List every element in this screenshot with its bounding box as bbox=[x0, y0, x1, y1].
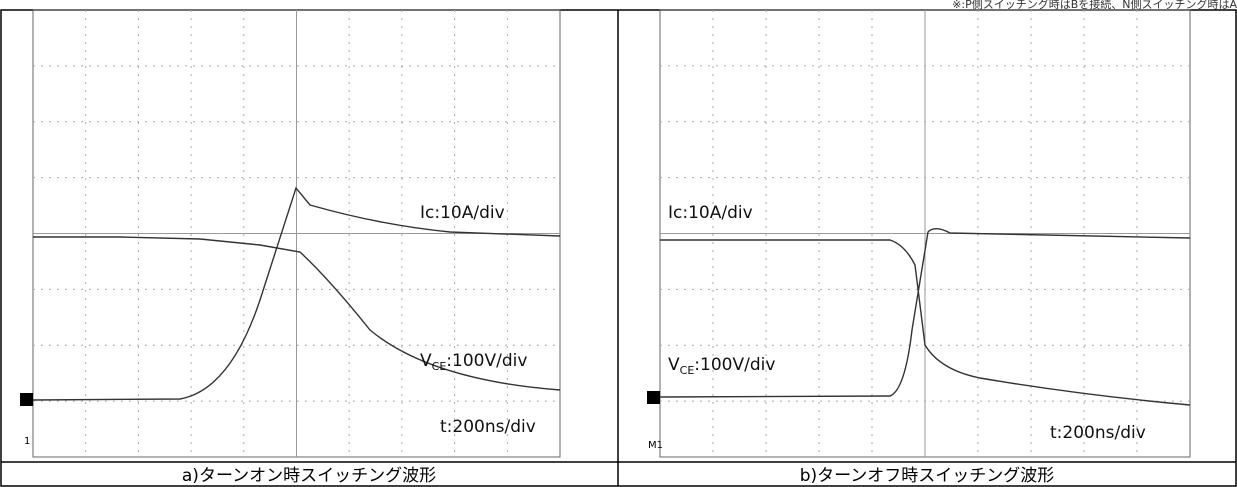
caption: b)ターンオフ時スイッチング波形 bbox=[800, 466, 1055, 486]
current-label: Ic:10A/div bbox=[420, 203, 505, 223]
marker bbox=[20, 393, 33, 406]
channel-marker: 1 bbox=[24, 436, 30, 447]
marker bbox=[647, 391, 660, 404]
voltage-label: VCE:100V/div bbox=[420, 351, 527, 373]
voltage-label: VCE:100V/div bbox=[668, 355, 775, 377]
current-label: Ic:10A/div bbox=[668, 203, 753, 223]
time-label: t:200ns/div bbox=[1050, 423, 1146, 443]
scope-a: 1 Ic:10A/div VCE:100V/div t:200ns/div a)… bbox=[20, 10, 560, 486]
scope-b: M1 Ic:10A/div VCE:100V/div t:200ns/div b… bbox=[647, 10, 1190, 486]
time-label: t:200ns/div bbox=[440, 417, 536, 437]
channel-marker: M1 bbox=[648, 440, 663, 451]
figure: ※:P側スイッチング時はBを接続、N側スイッチング時はA 1 Ic:10A/di… bbox=[0, 0, 1237, 487]
caption: a)ターンオン時スイッチング波形 bbox=[182, 466, 436, 486]
